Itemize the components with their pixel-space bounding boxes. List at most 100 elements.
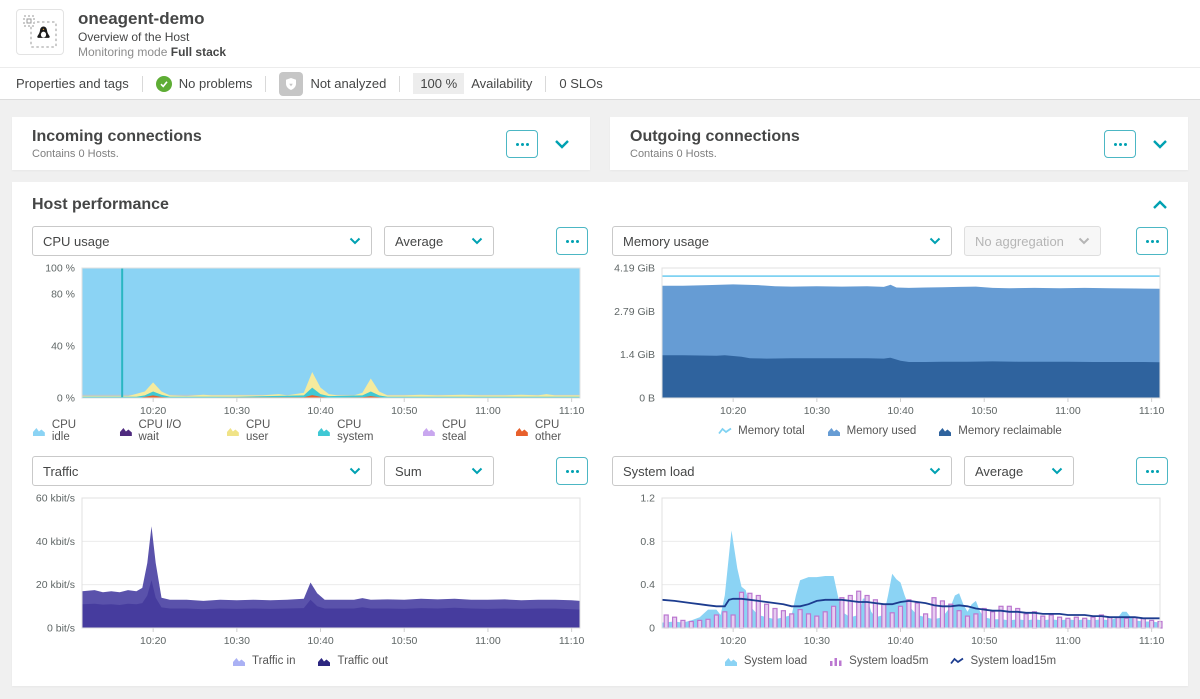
legend-item[interactable]: System load5m (829, 655, 928, 667)
traffic-chart-menu-button[interactable] (556, 457, 588, 485)
tab-slos[interactable]: 0 SLOs (559, 76, 603, 91)
svg-text:11:00: 11:00 (475, 635, 501, 647)
svg-text:11:10: 11:10 (1139, 635, 1165, 647)
memory-usage-panel: Memory usage No aggregation 0 B 1.4 GiB 2.… (612, 226, 1168, 442)
app-header: oneagent-demo Overview of the Host Monit… (0, 0, 1200, 68)
line-series-icon (950, 657, 964, 665)
area-series-icon (227, 428, 239, 436)
svg-text:0: 0 (649, 623, 655, 635)
incoming-menu-button[interactable] (506, 130, 538, 158)
svg-text:4.19 GiB: 4.19 GiB (614, 263, 655, 275)
svg-text:40 kbit/s: 40 kbit/s (36, 536, 75, 548)
area-series-icon (827, 428, 840, 436)
chart-panel-grid: CPU usage Average 0 % 40 % 80 % 100 % 10:20 1… (32, 226, 1168, 672)
svg-text:10:50: 10:50 (391, 635, 417, 647)
bars-series-icon (830, 658, 842, 666)
traffic-chart[interactable]: 0 bit/s 20 kbit/s 40 kbit/s 60 kbit/s 10:20 1… (32, 492, 588, 650)
cpu-usage-legend: CPU idle CPU I/O wait CPU user CPU system CP… (32, 419, 588, 443)
legend-item[interactable]: CPU steal (422, 419, 493, 443)
outgoing-menu-button[interactable] (1104, 130, 1136, 158)
aggregation-select-memory: No aggregation (964, 226, 1101, 256)
incoming-connections-subtitle: Contains 0 Hosts. (32, 148, 119, 160)
svg-text:10:30: 10:30 (804, 635, 830, 647)
ellipsis-icon (1145, 469, 1149, 473)
legend-item[interactable]: Traffic out (317, 655, 388, 667)
monitoring-mode: Monitoring mode Full stack (78, 45, 227, 59)
svg-text:10:40: 10:40 (307, 635, 333, 647)
legend-item[interactable]: CPU user (226, 419, 295, 443)
legend-item[interactable]: CPU system (317, 419, 400, 443)
status-tab-bar: Properties and tags No problems Not anal… (0, 68, 1200, 100)
svg-text:11:10: 11:10 (559, 635, 585, 647)
system-load-panel: System load Average 0 0.4 0.8 1.2 10:20 10:30… (612, 456, 1168, 672)
line-series-icon (718, 427, 732, 435)
host-performance-collapse-button[interactable] (1152, 200, 1168, 210)
svg-text:10:30: 10:30 (224, 405, 250, 417)
outgoing-connections-card: Outgoing connections Contains 0 Hosts. (610, 117, 1188, 170)
svg-text:0.8: 0.8 (640, 536, 655, 548)
aggregation-select-system-load[interactable]: Average (964, 456, 1074, 486)
legend-item[interactable]: Traffic in (232, 655, 295, 667)
svg-text:40 %: 40 % (51, 341, 75, 353)
ellipsis-icon (515, 142, 519, 146)
svg-text:10:50: 10:50 (391, 405, 417, 417)
incoming-connections-card: Incoming connections Contains 0 Hosts. (12, 117, 590, 170)
area-series-icon (939, 428, 952, 436)
ellipsis-icon (1113, 142, 1117, 146)
svg-text:100 %: 100 % (45, 263, 75, 275)
memory-usage-chart[interactable]: 0 B 1.4 GiB 2.79 GiB 4.19 GiB 10:20 10:30 10:4… (612, 262, 1168, 420)
svg-text:0 %: 0 % (57, 393, 75, 405)
legend-item[interactable]: Memory used (827, 425, 916, 437)
cpu-usage-chart[interactable]: 0 % 40 % 80 % 100 % 10:20 10:30 10:40 10:50 11:0… (32, 262, 588, 420)
memory-chart-menu-button[interactable] (1136, 227, 1168, 255)
divider (141, 75, 143, 92)
svg-text:11:00: 11:00 (475, 405, 501, 417)
aggregation-select-traffic[interactable]: Sum (384, 456, 494, 486)
incoming-expand-button[interactable] (554, 139, 570, 149)
metric-select-traffic[interactable]: Traffic (32, 456, 372, 486)
legend-item[interactable]: CPU I/O wait (119, 419, 205, 443)
ellipsis-icon (565, 239, 569, 243)
legend-item[interactable]: Memory reclaimable (938, 425, 1062, 437)
incoming-connections-title: Incoming connections (32, 128, 202, 145)
svg-text:20 kbit/s: 20 kbit/s (36, 579, 75, 591)
traffic-panel: Traffic Sum 0 bit/s 20 kbit/s 40 kbit/s 60 … (32, 456, 588, 672)
chevron-down-icon (1078, 237, 1090, 245)
area-series-icon (318, 428, 331, 436)
host-performance-title: Host performance (32, 196, 169, 213)
system-load-chart-menu-button[interactable] (1136, 457, 1168, 485)
svg-text:10:20: 10:20 (720, 405, 746, 417)
chevron-down-icon (349, 237, 361, 245)
area-series-icon (233, 658, 246, 666)
svg-text:10:50: 10:50 (971, 405, 997, 417)
area-series-icon (423, 428, 436, 436)
legend-item[interactable]: Memory total (718, 425, 805, 437)
svg-text:11:10: 11:10 (559, 405, 585, 417)
legend-item[interactable]: System load (724, 655, 807, 667)
svg-text:11:00: 11:00 (1055, 405, 1081, 417)
metric-select-cpu-usage[interactable]: CPU usage (32, 226, 372, 256)
svg-text:0 bit/s: 0 bit/s (47, 623, 75, 635)
chevron-down-icon (555, 140, 569, 149)
area-series-icon (516, 428, 528, 436)
legend-item[interactable]: CPU other (515, 419, 588, 443)
divider (265, 75, 267, 92)
tab-analyzed[interactable]: Not analyzed (266, 71, 399, 96)
tab-properties-and-tags[interactable]: Properties and tags (16, 76, 129, 91)
legend-item[interactable]: CPU idle (32, 419, 97, 443)
metric-select-memory-usage[interactable]: Memory usage (612, 226, 952, 256)
chevron-down-icon (929, 467, 941, 475)
tab-availability[interactable]: 100 % Availability (400, 73, 545, 94)
svg-text:0 B: 0 B (639, 393, 655, 405)
ellipsis-icon (565, 469, 569, 473)
tab-problems[interactable]: No problems (143, 75, 266, 92)
outgoing-expand-button[interactable] (1152, 139, 1168, 149)
cpu-usage-panel: CPU usage Average 0 % 40 % 80 % 100 % 10:20 1… (32, 226, 588, 443)
system-load-chart[interactable]: 0 0.4 0.8 1.2 10:20 10:30 10:40 10:50 11:00 11:10 (612, 492, 1168, 650)
cpu-chart-menu-button[interactable] (556, 227, 588, 255)
svg-text:1.2: 1.2 (640, 493, 655, 505)
svg-text:10:30: 10:30 (224, 635, 250, 647)
legend-item[interactable]: System load15m (950, 655, 1056, 667)
aggregation-select-cpu[interactable]: Average (384, 226, 494, 256)
metric-select-system-load[interactable]: System load (612, 456, 952, 486)
